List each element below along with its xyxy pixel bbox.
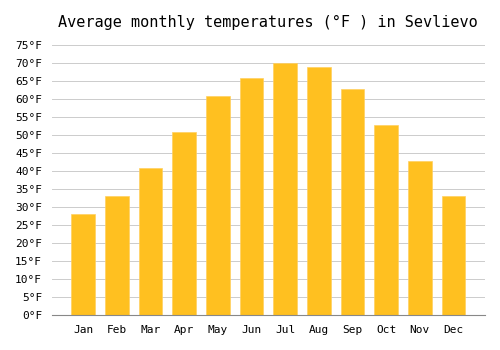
Bar [240, 78, 264, 315]
Bar [72, 215, 95, 315]
Bar [172, 132, 196, 315]
Bar [374, 125, 398, 315]
Bar [340, 89, 364, 315]
Bar [307, 67, 330, 315]
Bar [206, 96, 230, 315]
Bar [138, 168, 162, 315]
Title: Average monthly temperatures (°F ) in Sevlievo: Average monthly temperatures (°F ) in Se… [58, 15, 478, 30]
Bar [274, 63, 297, 315]
Bar [105, 196, 128, 315]
Bar [408, 161, 432, 315]
Bar [442, 196, 466, 315]
